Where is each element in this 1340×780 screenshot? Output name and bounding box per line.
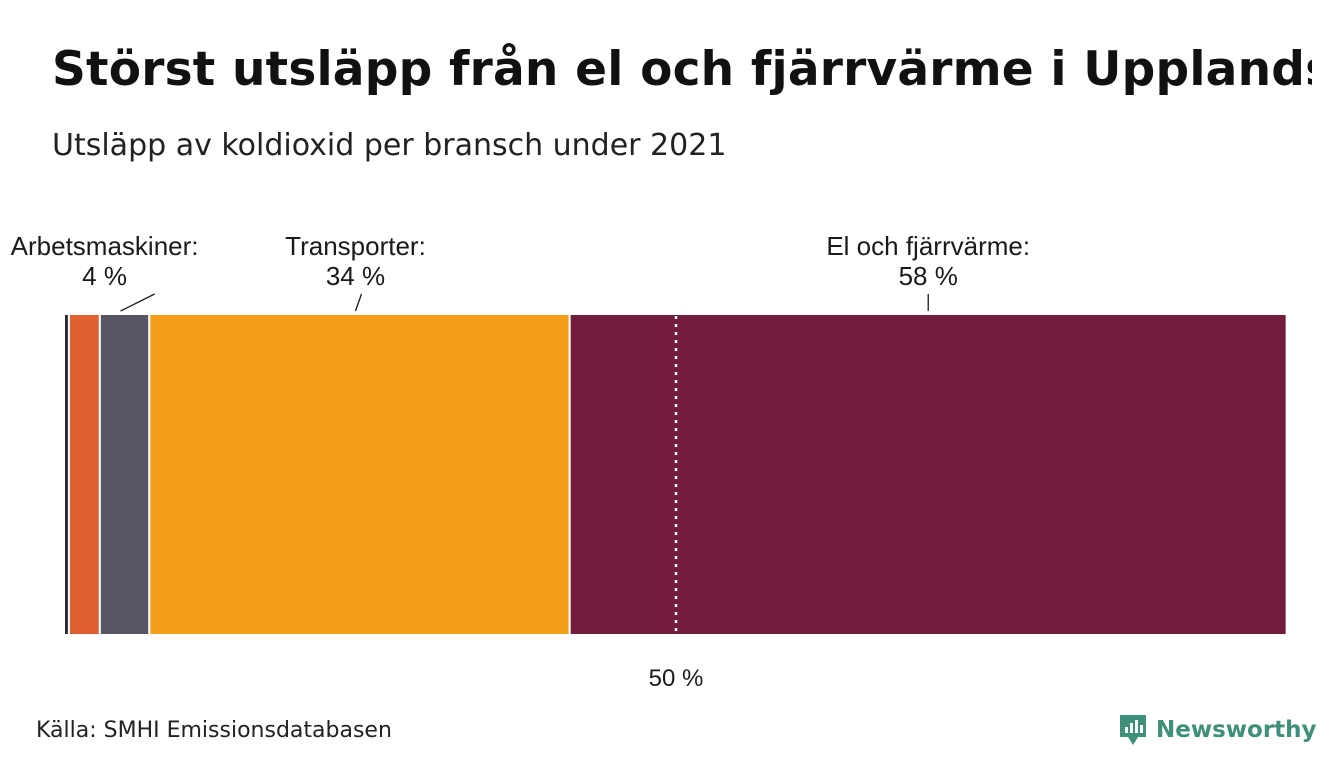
segment-label: Transporter: [285,231,426,261]
segment-value-label: 58 % [899,261,958,291]
bar-segment-minor-5 [1285,313,1290,636]
bar-segment-arbetsmaskiner [98,313,151,636]
reference-line-label: 50 % [649,665,704,692]
bar-segment-transporter [148,313,571,636]
source-note: Källa: SMHI Emissionsdatabasen [36,718,392,743]
segment-value-label: 34 % [326,261,385,291]
bar-segment-minor-1 [67,313,101,636]
chart-title: Störst utsläpp från el och fjärrvärme i … [52,42,1312,97]
brand-logo[interactable]: Newsworthy [1118,713,1317,747]
chart-subtitle: Utsläpp av koldioxid per bransch under 2… [52,128,727,163]
segment-leader-line [354,293,363,312]
brand-name: Newsworthy [1156,717,1317,743]
bar-segments [63,313,1290,636]
segment-leader-line [120,293,155,312]
segment-label: Arbetsmaskiner: [11,231,199,261]
segment-label: El och fjärrvärme: [826,231,1030,261]
bar-segment-el-och-fjärrvärme [568,313,1288,636]
segment-labels: Arbetsmaskiner:4 % Transporter:34 % El och… [11,231,1030,312]
segment-value-label: 4 % [82,261,127,291]
reference-line-group: 50 % [649,316,704,692]
newsworthy-logo-icon [1120,715,1146,745]
